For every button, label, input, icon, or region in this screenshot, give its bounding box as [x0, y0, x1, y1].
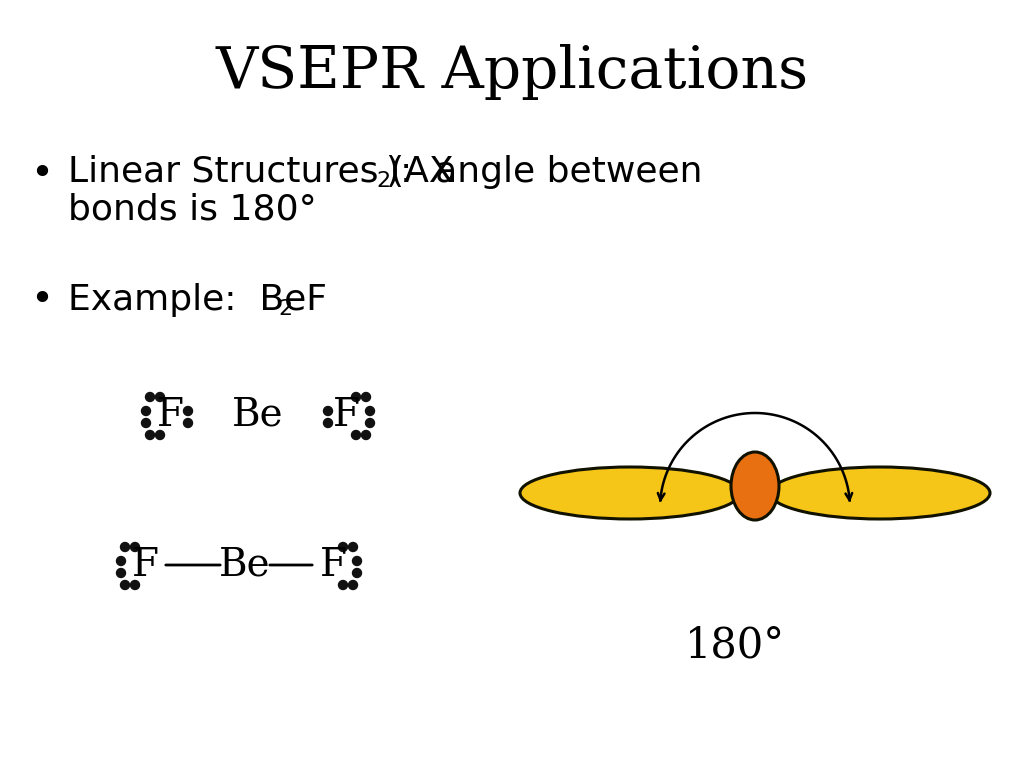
Circle shape [130, 542, 139, 551]
Text: F: F [333, 396, 359, 433]
Circle shape [352, 557, 361, 565]
Circle shape [361, 392, 371, 402]
Circle shape [324, 406, 333, 415]
Text: •: • [30, 157, 53, 194]
Circle shape [361, 431, 371, 439]
Text: •: • [30, 282, 53, 319]
Circle shape [156, 392, 165, 402]
Text: bonds is 180°: bonds is 180° [68, 193, 316, 227]
Circle shape [324, 419, 333, 428]
Circle shape [156, 431, 165, 439]
Ellipse shape [731, 452, 779, 520]
Circle shape [117, 568, 126, 578]
Circle shape [183, 406, 193, 415]
Circle shape [130, 581, 139, 590]
Text: F: F [319, 547, 346, 584]
Text: 2: 2 [278, 299, 292, 319]
Circle shape [366, 406, 375, 415]
Circle shape [339, 581, 347, 590]
Text: 180°: 180° [685, 624, 785, 666]
Circle shape [141, 406, 151, 415]
Circle shape [117, 557, 126, 565]
Text: Example:  BeF: Example: BeF [68, 283, 327, 317]
Circle shape [352, 568, 361, 578]
Text: VSEPR Applications: VSEPR Applications [215, 44, 809, 100]
Text: F: F [157, 396, 183, 433]
Circle shape [121, 542, 129, 551]
Circle shape [339, 542, 347, 551]
Text: Linear Structures (AX: Linear Structures (AX [68, 155, 454, 189]
Circle shape [366, 419, 375, 428]
Circle shape [145, 431, 155, 439]
Text: Be: Be [219, 547, 270, 584]
Circle shape [351, 431, 360, 439]
Ellipse shape [770, 467, 990, 519]
Text: ):  angle between: ): angle between [386, 155, 702, 189]
Text: 2: 2 [376, 171, 390, 191]
Circle shape [183, 419, 193, 428]
Text: Be: Be [232, 396, 284, 433]
Circle shape [348, 581, 357, 590]
Circle shape [121, 581, 129, 590]
Text: F: F [131, 547, 159, 584]
Circle shape [351, 392, 360, 402]
Circle shape [348, 542, 357, 551]
Circle shape [141, 419, 151, 428]
Ellipse shape [520, 467, 740, 519]
Circle shape [145, 392, 155, 402]
